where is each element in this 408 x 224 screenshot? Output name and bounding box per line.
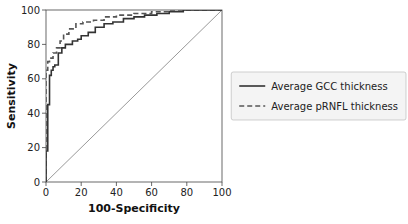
- y-tick: [42, 78, 46, 79]
- plot-area: [46, 10, 222, 182]
- legend-label: Average GCC thickness: [271, 81, 387, 92]
- reference-line: [46, 10, 222, 182]
- y-tick-label: 0: [34, 177, 40, 188]
- x-tick: [116, 182, 117, 186]
- y-tick: [42, 44, 46, 45]
- x-tick-label: 60: [145, 187, 158, 198]
- x-tick: [222, 182, 223, 186]
- y-tick: [42, 147, 46, 148]
- legend-label: Average pRNFL thickness: [271, 101, 398, 112]
- x-tick-label: 100: [212, 187, 231, 198]
- x-tick-label: 40: [110, 187, 123, 198]
- x-tick-label: 20: [75, 187, 88, 198]
- x-tick: [151, 182, 152, 186]
- y-tick-label: 40: [27, 108, 40, 119]
- series-line: [46, 10, 222, 182]
- legend: Average GCC thickness Average pRNFL thick…: [231, 72, 406, 120]
- legend-swatch: [239, 105, 265, 107]
- x-tick-label: 0: [43, 187, 49, 198]
- legend-box: [231, 72, 406, 120]
- plot-frame: [46, 10, 222, 182]
- y-tick: [42, 182, 46, 183]
- x-tick: [186, 182, 187, 186]
- chart: 0 20 40 60 80 100 0 20 40 60 80 100 100-Specificity S…: [0, 0, 408, 224]
- y-tick-label: 80: [27, 39, 40, 50]
- y-tick-label: 20: [27, 142, 40, 153]
- legend-swatch: [239, 85, 265, 87]
- y-tick: [42, 10, 46, 11]
- series-line: [46, 10, 222, 182]
- y-tick-label: 100: [21, 5, 40, 16]
- x-tick-label: 80: [180, 187, 193, 198]
- y-tick-label: 60: [27, 73, 40, 84]
- y-tick: [42, 113, 46, 114]
- x-tick: [46, 182, 47, 186]
- y-axis-label: Sensitivity: [5, 63, 18, 129]
- x-tick: [81, 182, 82, 186]
- x-axis-label: 100-Specificity: [88, 202, 180, 215]
